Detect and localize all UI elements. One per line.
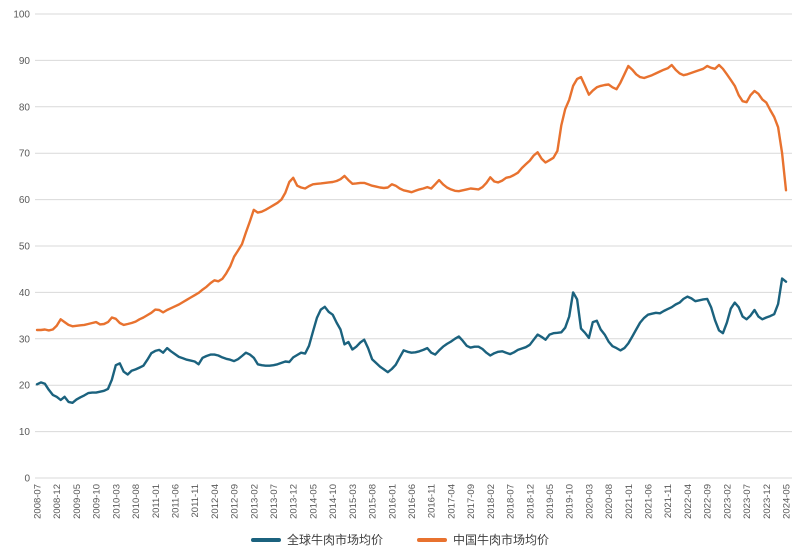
- x-tick-label: 2013-07: [269, 484, 280, 519]
- x-tick-label: 2020-08: [604, 484, 615, 519]
- x-tick-label: 2021-11: [663, 484, 674, 518]
- x-tick-label: 2008-12: [52, 484, 63, 519]
- x-tick-label: 2015-03: [348, 484, 359, 519]
- x-tick-label: 2008-07: [33, 484, 44, 519]
- x-tick-label: 2012-04: [210, 484, 221, 519]
- x-tick-label: 2021-06: [644, 484, 655, 519]
- x-tick-label: 2009-05: [72, 484, 83, 519]
- x-tick-label: 2010-03: [111, 484, 122, 519]
- x-tick-label: 2016-06: [407, 484, 418, 519]
- y-tick-label: 90: [19, 56, 31, 67]
- legend-item-1: 中国牛肉市场均价: [417, 531, 549, 548]
- x-tick-label: 2017-04: [446, 484, 457, 519]
- x-tick-label: 2011-11: [190, 484, 201, 517]
- y-tick-label: 50: [19, 242, 31, 253]
- x-tick-label: 2023-07: [742, 484, 753, 519]
- y-tick-label: 20: [19, 381, 31, 392]
- x-tick-label: 2021-01: [624, 484, 635, 519]
- x-tick-label: 2014-05: [308, 484, 319, 519]
- y-tick-label: 10: [19, 427, 31, 438]
- y-tick-label: 100: [13, 10, 30, 21]
- x-tick-label: 2011-01: [151, 484, 162, 518]
- x-tick-label: 2023-12: [762, 484, 773, 519]
- y-tick-label: 0: [24, 474, 30, 485]
- y-tick-label: 80: [19, 102, 31, 113]
- x-tick-label: 2017-09: [466, 484, 477, 519]
- x-tick-label: 2022-04: [683, 484, 694, 519]
- x-tick-label: 2023-02: [722, 484, 733, 519]
- x-tick-label: 2011-06: [171, 484, 182, 518]
- y-tick-label: 40: [19, 288, 31, 299]
- x-tick-label: 2024-05: [782, 484, 793, 519]
- x-tick-label: 2015-08: [368, 484, 379, 519]
- y-tick-label: 70: [19, 149, 31, 160]
- x-tick-label: 2012-09: [230, 484, 241, 519]
- x-tick-label: 2016-01: [387, 484, 398, 519]
- x-tick-label: 2013-02: [249, 484, 260, 519]
- y-tick-label: 60: [19, 195, 31, 206]
- x-tick-label: 2022-09: [703, 484, 714, 519]
- x-tick-label: 2014-10: [328, 484, 339, 519]
- x-tick-label: 2020-03: [584, 484, 595, 519]
- series-line-0: [35, 277, 788, 404]
- legend-swatch-icon: [417, 537, 447, 542]
- x-tick-label: 2018-07: [506, 484, 517, 519]
- x-tick-label: 2018-02: [486, 484, 497, 519]
- x-tick-label: 2009-10: [92, 484, 103, 519]
- y-tick-label: 30: [19, 334, 31, 345]
- legend-swatch-icon: [250, 537, 281, 542]
- legend-label: 全球牛肉市场均价: [286, 533, 383, 547]
- series-line-1: [35, 63, 788, 332]
- chart-legend: 全球牛肉市场均价 中国牛肉市场均价: [0, 531, 800, 548]
- legend-item-0: 全球牛肉市场均价: [250, 531, 383, 548]
- x-tick-label: 2019-05: [545, 484, 556, 519]
- x-tick-label: 2018-12: [525, 484, 536, 519]
- x-tick-label: 2019-10: [565, 484, 576, 519]
- x-tick-label: 2016-11: [427, 484, 438, 518]
- x-tick-label: 2013-12: [289, 484, 300, 519]
- x-tick-label: 2010-08: [131, 484, 142, 519]
- legend-label: 中国牛肉市场均价: [453, 533, 550, 547]
